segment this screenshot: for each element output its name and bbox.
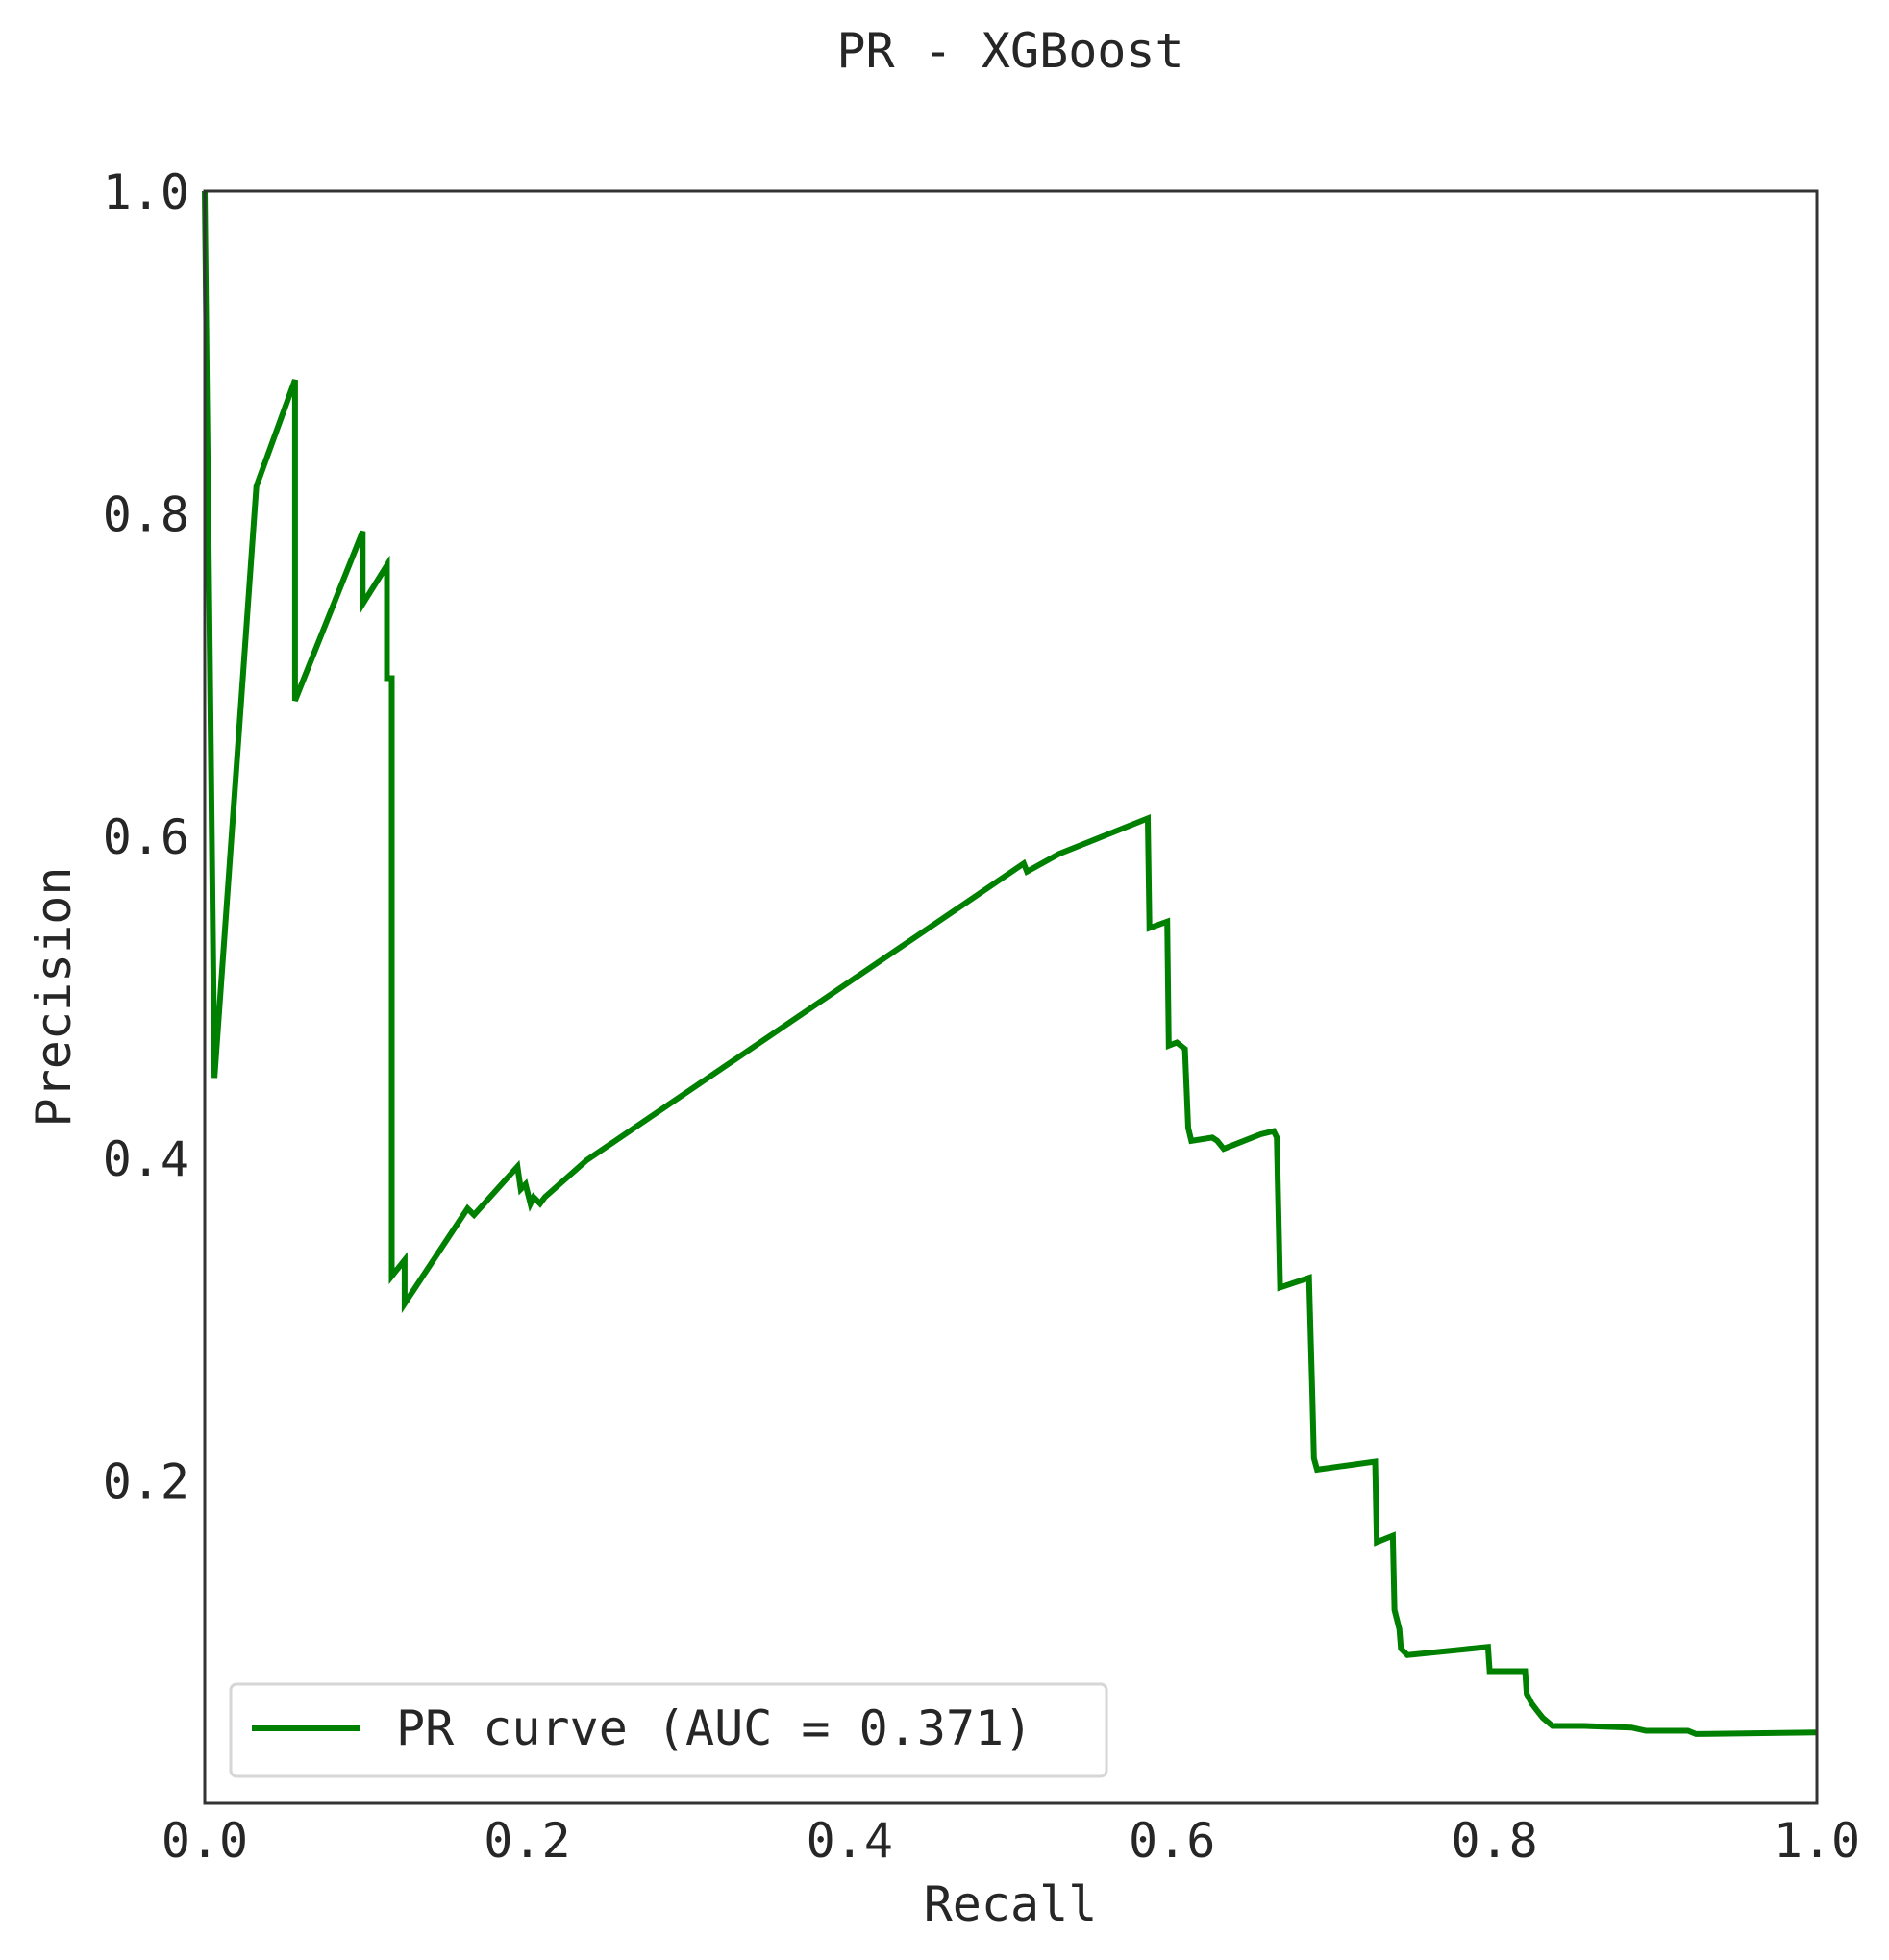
y-axis-ticks: 0.2 0.4 0.6 0.8 1.0 [103,164,189,1510]
curve-layer [202,190,1818,1737]
x-tick-label: 0.8 [1451,1813,1537,1869]
legend: PR curve (AUC = 0.371) [229,1682,1108,1778]
x-tick-label: 0.6 [1129,1813,1215,1869]
legend-entry-pr-curve: PR curve (AUC = 0.371) [396,1700,1032,1756]
pr-curve-line [202,190,1818,1737]
y-tick-label: 1.0 [103,164,189,220]
x-tick-label: 1.0 [1774,1813,1860,1869]
plot-frame [203,189,1819,1805]
y-tick-label: 0.8 [103,486,189,542]
x-tick-label: 0.4 [807,1813,893,1869]
legend-box [229,1682,1108,1778]
x-tick-label: 0.2 [484,1813,570,1869]
y-axis-label: Precision [26,867,82,1128]
y-tick-label: 0.4 [103,1131,189,1187]
x-axis-ticks: 0.0 0.2 0.4 0.6 0.8 1.0 [162,1813,1860,1869]
x-tick-label: 0.0 [162,1813,248,1869]
x-axis-label: Recall [924,1876,1098,1932]
y-tick-label: 0.2 [103,1454,189,1510]
plot-area [202,189,1819,1805]
y-tick-label: 0.6 [103,809,189,865]
chart-title: PR - XGBoost [836,23,1183,79]
